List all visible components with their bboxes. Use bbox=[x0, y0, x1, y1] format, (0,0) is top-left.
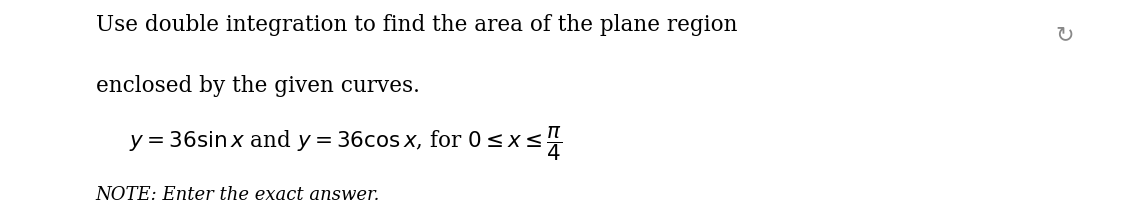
Text: enclosed by the given curves.: enclosed by the given curves. bbox=[96, 74, 420, 96]
Text: Use double integration to find the area of the plane region: Use double integration to find the area … bbox=[96, 14, 737, 36]
Text: $y = 36\sin x$ and $y = 36\cos x$, for $0 \leq x \leq \dfrac{\pi}{4}$: $y = 36\sin x$ and $y = 36\cos x$, for $… bbox=[129, 124, 562, 162]
Text: NOTE: Enter the exact answer.: NOTE: Enter the exact answer. bbox=[96, 185, 380, 203]
Text: ↻: ↻ bbox=[1055, 25, 1074, 45]
